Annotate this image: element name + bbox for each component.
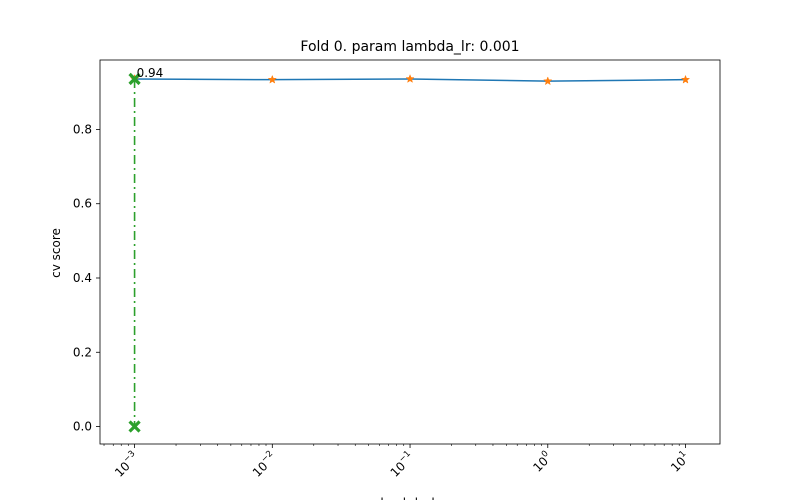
x-axis-label: lambda_lr [380, 496, 439, 500]
y-tick-label: 0.4 [73, 271, 92, 285]
y-tick-label: 0.8 [73, 122, 92, 136]
x-tick-label: 10−3 [111, 449, 142, 480]
x-tick-label: 101 [667, 449, 693, 475]
y-tick-label: 0.2 [73, 345, 92, 359]
best-score-marker [128, 72, 141, 86]
annotation-layer: 0.94 [128, 66, 164, 433]
plot-area [129, 74, 691, 86]
data-point-marker [543, 76, 553, 86]
y-axis-label: cv score [49, 228, 63, 278]
x-tick-label: 10−2 [248, 449, 279, 480]
data-point-marker [680, 74, 691, 84]
y-tick-label: 0.0 [73, 420, 92, 434]
axes: 0.0 0.2 0.4 0.6 0.8 10−3 10−2 10−1 100 101 [73, 59, 721, 480]
chart-title: Fold 0. param lambda_lr: 0.001 [300, 39, 519, 55]
best-baseline-marker [128, 420, 141, 433]
data-point-marker [405, 74, 415, 83]
x-tick-label: 100 [529, 449, 555, 475]
data-point-marker [267, 74, 277, 84]
axes-frame [99, 59, 721, 445]
y-tick-label: 0.6 [73, 197, 92, 211]
best-score-label: 0.94 [137, 66, 164, 80]
x-tick-label: 10−1 [386, 449, 417, 480]
